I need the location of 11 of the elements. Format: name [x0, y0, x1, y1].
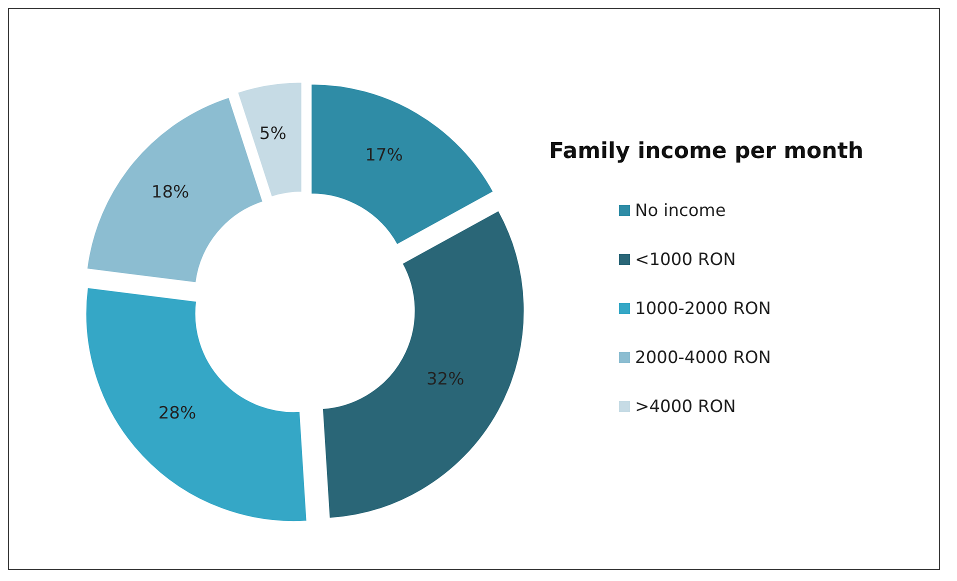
legend-label: >4000 RON [635, 396, 736, 416]
data-label: 32% [426, 369, 464, 390]
data-label: 17% [365, 145, 403, 166]
legend-title: Family income per month [549, 139, 864, 164]
legend-label: 2000-4000 RON [635, 348, 771, 368]
legend-label: No income [635, 200, 726, 220]
legend-label: 1000-2000 RON [635, 298, 771, 318]
data-label: 28% [158, 403, 196, 424]
data-label: 5% [259, 124, 286, 144]
data-label: 18% [151, 182, 190, 203]
legend-label: <1000 RON [635, 250, 736, 270]
